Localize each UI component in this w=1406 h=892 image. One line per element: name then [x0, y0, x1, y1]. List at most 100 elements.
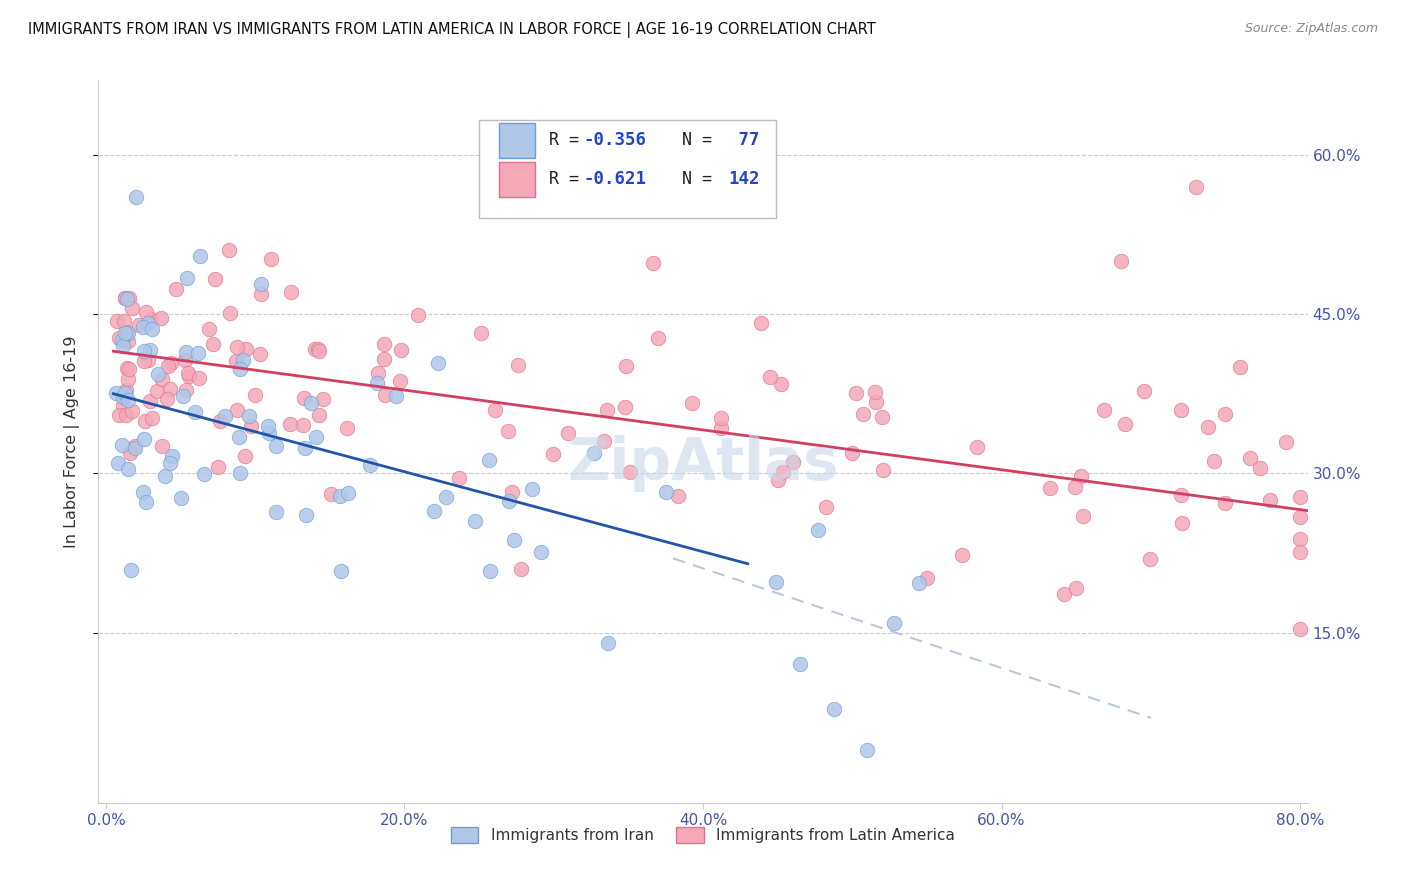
Immigrants from Latin America	[1109, 254, 1132, 268]
Immigrants from Latin America	[1052, 587, 1074, 601]
Immigrants from Latin America	[1275, 435, 1298, 450]
Immigrants from Latin America	[117, 362, 139, 376]
Immigrants from Latin America	[201, 336, 224, 351]
Immigrants from Latin America	[510, 562, 533, 576]
Immigrants from Iran	[789, 657, 811, 672]
Immigrants from Iran	[229, 466, 252, 480]
Text: ZipAtlas: ZipAtlas	[568, 434, 838, 491]
Immigrants from Iran	[807, 523, 830, 537]
Immigrants from Latin America	[152, 372, 174, 386]
Immigrants from Iran	[264, 439, 287, 453]
Immigrants from Latin America	[666, 489, 689, 503]
Immigrants from Latin America	[173, 353, 195, 368]
Immigrants from Latin America	[240, 418, 263, 433]
Immigrants from Iran	[193, 467, 215, 481]
Immigrants from Iran	[294, 441, 316, 455]
Immigrants from Iran	[112, 390, 135, 404]
Immigrants from Latin America	[319, 486, 342, 500]
Immigrants from Latin America	[1170, 488, 1192, 502]
Immigrants from Latin America	[1202, 454, 1225, 468]
Immigrants from Iran	[359, 458, 381, 472]
Immigrants from Latin America	[292, 391, 315, 405]
Immigrants from Latin America	[841, 446, 863, 460]
Immigrants from Latin America	[1215, 407, 1237, 421]
Immigrants from Latin America	[1114, 417, 1136, 431]
Immigrants from Latin America	[225, 354, 247, 368]
Immigrants from Latin America	[1132, 384, 1154, 399]
Immigrants from Iran	[883, 616, 905, 631]
Immigrants from Iran	[176, 270, 198, 285]
Immigrants from Iran	[366, 376, 388, 390]
Immigrants from Latin America	[681, 396, 703, 410]
Immigrants from Latin America	[1289, 490, 1312, 504]
Immigrants from Latin America	[501, 484, 523, 499]
Immigrants from Latin America	[112, 314, 135, 328]
Immigrants from Latin America	[367, 367, 389, 381]
Immigrants from Iran	[436, 491, 458, 505]
Immigrants from Latin America	[218, 244, 240, 258]
Immigrants from Iran	[427, 356, 450, 370]
Immigrants from Iran	[114, 386, 136, 401]
Immigrants from Latin America	[115, 361, 138, 376]
Immigrants from Latin America	[312, 392, 335, 406]
FancyBboxPatch shape	[499, 162, 534, 196]
Immigrants from Iran	[249, 277, 271, 292]
Immigrants from Latin America	[115, 384, 138, 398]
Immigrants from Iran	[131, 320, 153, 334]
Immigrants from Iran	[120, 563, 142, 577]
Immigrants from Iran	[478, 453, 501, 467]
Immigrants from Latin America	[1170, 402, 1192, 417]
Immigrants from Iran	[503, 533, 526, 548]
Immigrants from Iran	[112, 339, 135, 353]
Immigrants from Latin America	[336, 421, 359, 435]
Immigrants from Iran	[124, 441, 146, 455]
Immigrants from Iran	[148, 367, 170, 381]
Immigrants from Latin America	[204, 272, 226, 286]
Immigrants from Latin America	[1039, 481, 1062, 495]
Immigrants from Latin America	[1229, 360, 1251, 375]
Immigrants from Latin America	[308, 409, 330, 423]
Immigrants from Latin America	[139, 312, 162, 326]
Immigrants from Iran	[530, 545, 553, 559]
Immigrants from Iran	[160, 449, 183, 463]
Immigrants from Latin America	[156, 359, 179, 373]
Immigrants from Iran	[266, 505, 288, 519]
Immigrants from Iran	[155, 469, 177, 483]
Immigrants from Latin America	[1289, 509, 1312, 524]
Text: -0.621: -0.621	[583, 170, 647, 188]
Immigrants from Iran	[117, 461, 139, 475]
Immigrants from Latin America	[1289, 544, 1312, 558]
Immigrants from Latin America	[134, 414, 156, 428]
Immigrants from Latin America	[121, 301, 143, 315]
Immigrants from Latin America	[117, 334, 139, 349]
Text: N =: N =	[662, 170, 721, 188]
Immigrants from Latin America	[118, 446, 141, 460]
Immigrants from Latin America	[291, 418, 314, 433]
Immigrants from Iran	[295, 508, 318, 522]
FancyBboxPatch shape	[479, 120, 776, 218]
Immigrants from Iran	[111, 438, 134, 452]
Immigrants from Iran	[184, 405, 207, 419]
Immigrants from Iran	[187, 346, 209, 360]
Immigrants from Iran	[583, 446, 606, 460]
Immigrants from Latin America	[870, 409, 893, 424]
Immigrants from Latin America	[250, 287, 273, 301]
Immigrants from Iran	[498, 494, 520, 508]
Immigrants from Latin America	[124, 440, 146, 454]
Immigrants from Latin America	[280, 285, 302, 299]
Immigrants from Latin America	[115, 325, 138, 339]
Immigrants from Iran	[337, 485, 360, 500]
Immigrants from Iran	[232, 353, 254, 368]
Immigrants from Latin America	[470, 326, 492, 341]
Immigrants from Latin America	[1092, 403, 1115, 417]
Immigrants from Iran	[464, 514, 486, 528]
Immigrants from Latin America	[917, 571, 939, 585]
Immigrants from Iran	[329, 564, 352, 578]
Immigrants from Latin America	[865, 385, 887, 400]
Immigrants from Latin America	[150, 439, 173, 453]
Immigrants from Latin America	[557, 425, 579, 440]
Immigrants from Iran	[139, 343, 162, 357]
Immigrants from Latin America	[872, 463, 894, 477]
Immigrants from Iran	[229, 361, 252, 376]
Immigrants from Iran	[117, 392, 139, 407]
